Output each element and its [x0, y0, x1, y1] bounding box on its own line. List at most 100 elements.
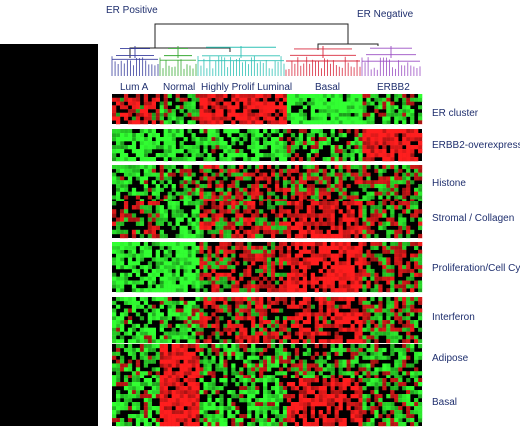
heatmap-cell: [243, 94, 248, 99]
heatmap-cell: [398, 261, 403, 266]
heatmap-cell: [191, 172, 196, 177]
heatmap-cell: [398, 153, 403, 158]
heatmap-cell: [191, 116, 196, 121]
heatmap-cell: [338, 344, 343, 349]
heatmap-cell: [334, 268, 339, 274]
heatmap-cell: [362, 187, 367, 192]
heatmap-cell: [322, 288, 327, 293]
heatmap-cell: [159, 257, 164, 262]
heatmap-cell: [175, 323, 180, 328]
heatmap-cell: [338, 168, 343, 173]
heatmap-cell: [199, 97, 204, 102]
heatmap-cell: [115, 245, 121, 250]
heatmap-cell: [394, 339, 399, 344]
heatmap-cell: [199, 120, 204, 125]
heatmap-cell: [243, 209, 248, 214]
heatmap-cell: [143, 168, 149, 173]
heatmap-cell: [306, 339, 312, 344]
heatmap-cell: [366, 112, 371, 117]
heatmap-cell: [115, 141, 121, 146]
heatmap-cell: [179, 257, 184, 262]
heatmap-cell: [310, 335, 315, 340]
heatmap-cell: [382, 180, 387, 185]
heatmap-cell: [127, 339, 133, 344]
heatmap-cell: [302, 217, 308, 222]
heatmap-cell: [147, 339, 153, 344]
heatmap-cell: [286, 253, 292, 258]
heatmap-cell: [338, 288, 343, 293]
heatmap-cell: [251, 133, 256, 138]
heatmap-cell: [223, 225, 228, 231]
heatmap-cell: [123, 253, 129, 258]
heatmap-cell: [167, 112, 172, 117]
heatmap-cell: [235, 320, 240, 325]
heatmap-cell: [139, 191, 145, 196]
heatmap-cell: [310, 165, 315, 170]
heatmap-cell: [286, 209, 292, 214]
heatmap-cell: [378, 153, 383, 158]
heatmap-cell: [179, 168, 184, 173]
heatmap-cell: [127, 133, 133, 138]
heatmap-cell: [199, 94, 204, 99]
heatmap-cell: [259, 280, 264, 285]
heatmap-cell: [410, 217, 415, 222]
heatmap-cell: [322, 261, 327, 266]
heatmap-cell: [223, 280, 228, 285]
heatmap-cell: [227, 323, 232, 328]
heatmap-cell: [187, 312, 192, 317]
heatmap-cell: [171, 242, 176, 247]
heatmap-cell: [191, 209, 196, 214]
heatmap-cell: [135, 347, 141, 353]
heatmap-cell: [322, 97, 327, 102]
heatmap-cell: [247, 339, 252, 344]
heatmap-cell: [215, 184, 220, 189]
heatmap-cell: [302, 268, 308, 274]
heatmap-cell: [135, 221, 141, 226]
heatmap-cell: [298, 217, 304, 222]
heatmap-cell: [223, 94, 228, 99]
heatmap-cell: [398, 308, 403, 313]
heatmap-cell: [203, 304, 208, 309]
heatmap-cell: [227, 205, 232, 210]
heatmap-cell: [306, 327, 312, 332]
heatmap-cell: [223, 105, 228, 110]
heatmap-cell: [179, 233, 184, 239]
heatmap-cell: [167, 129, 172, 134]
heatmap-cell: [406, 184, 411, 189]
heatmap-cell: [179, 191, 184, 196]
heatmap-cell: [123, 145, 129, 150]
heatmap-cell: [151, 187, 157, 192]
heatmap-cell: [211, 191, 216, 196]
heatmap-cell: [390, 180, 395, 185]
heatmap-cell: [394, 184, 399, 189]
heatmap-cell: [270, 344, 276, 349]
heatmap-cell: [127, 280, 133, 285]
heatmap-cell: [187, 276, 192, 281]
heatmap-cell: [239, 339, 244, 344]
heatmap-cell: [223, 253, 228, 258]
heatmap-cell: [358, 180, 363, 185]
cluster-panel-6: [112, 344, 423, 380]
heatmap-cell: [215, 245, 220, 250]
heatmap-cell: [115, 320, 121, 325]
heatmap-cell: [386, 331, 391, 336]
heatmap-cell: [334, 272, 339, 277]
heatmap-cell: [131, 261, 137, 266]
heatmap-cell: [370, 112, 375, 117]
heatmap-cell: [334, 97, 339, 102]
heatmap-cell: [119, 187, 125, 192]
heatmap-cell: [270, 229, 276, 235]
heatmap-cell: [334, 109, 339, 114]
heatmap-cell: [322, 176, 327, 181]
heatmap-cell: [378, 180, 383, 185]
heatmap-cell: [155, 145, 160, 150]
heatmap-cell: [119, 265, 125, 270]
heatmap-cell: [127, 331, 133, 336]
heatmap-cell: [310, 312, 315, 317]
heatmap-cell: [251, 191, 256, 196]
heatmap-cell: [334, 335, 339, 340]
heatmap-cell: [394, 300, 399, 305]
heatmap-cell: [227, 327, 232, 332]
heatmap-cell: [370, 129, 375, 134]
heatmap-cell: [366, 268, 371, 274]
